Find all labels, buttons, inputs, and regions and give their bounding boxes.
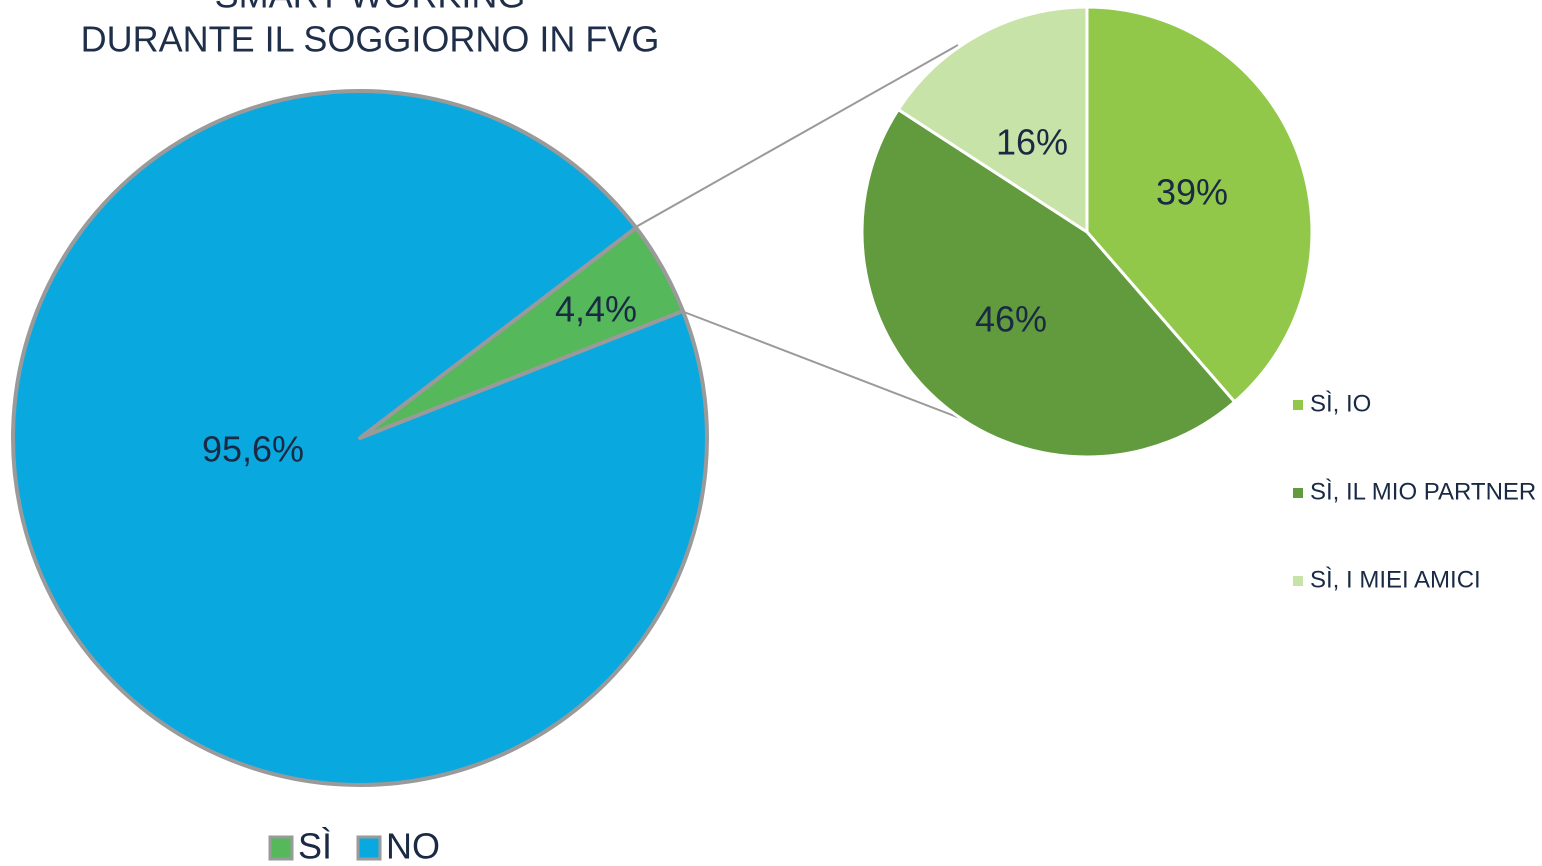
pie-slice <box>11 89 709 787</box>
data-label: 16% <box>996 122 1068 163</box>
legend-swatch <box>268 835 294 861</box>
connector-line <box>633 44 959 229</box>
data-label: 4,4% <box>555 289 637 330</box>
pie-slice <box>860 108 1237 459</box>
pie-slice <box>1085 5 1314 404</box>
legend-swatch <box>1293 488 1303 498</box>
pie-slice <box>896 5 1089 234</box>
data-label: 46% <box>975 299 1047 340</box>
legend-label: NO <box>386 826 440 866</box>
data-label: 95,6% <box>202 429 304 470</box>
legend-label: SÌ <box>298 826 332 866</box>
chart-title: DURANTE IL SOGGIORNO IN FVG <box>81 19 660 60</box>
legend-label: SÌ, I MIEI AMICI <box>1310 566 1481 593</box>
legend-swatch <box>356 835 382 861</box>
legend-swatch <box>1293 400 1303 410</box>
connector-line <box>683 311 979 426</box>
chart-title: SMART WORKING <box>215 0 526 16</box>
legend-label: SÌ, IL MIO PARTNER <box>1310 478 1536 505</box>
legend-label: SÌ, IO <box>1310 390 1371 417</box>
data-label: 39% <box>1156 172 1228 213</box>
legend-swatch <box>1293 576 1303 586</box>
